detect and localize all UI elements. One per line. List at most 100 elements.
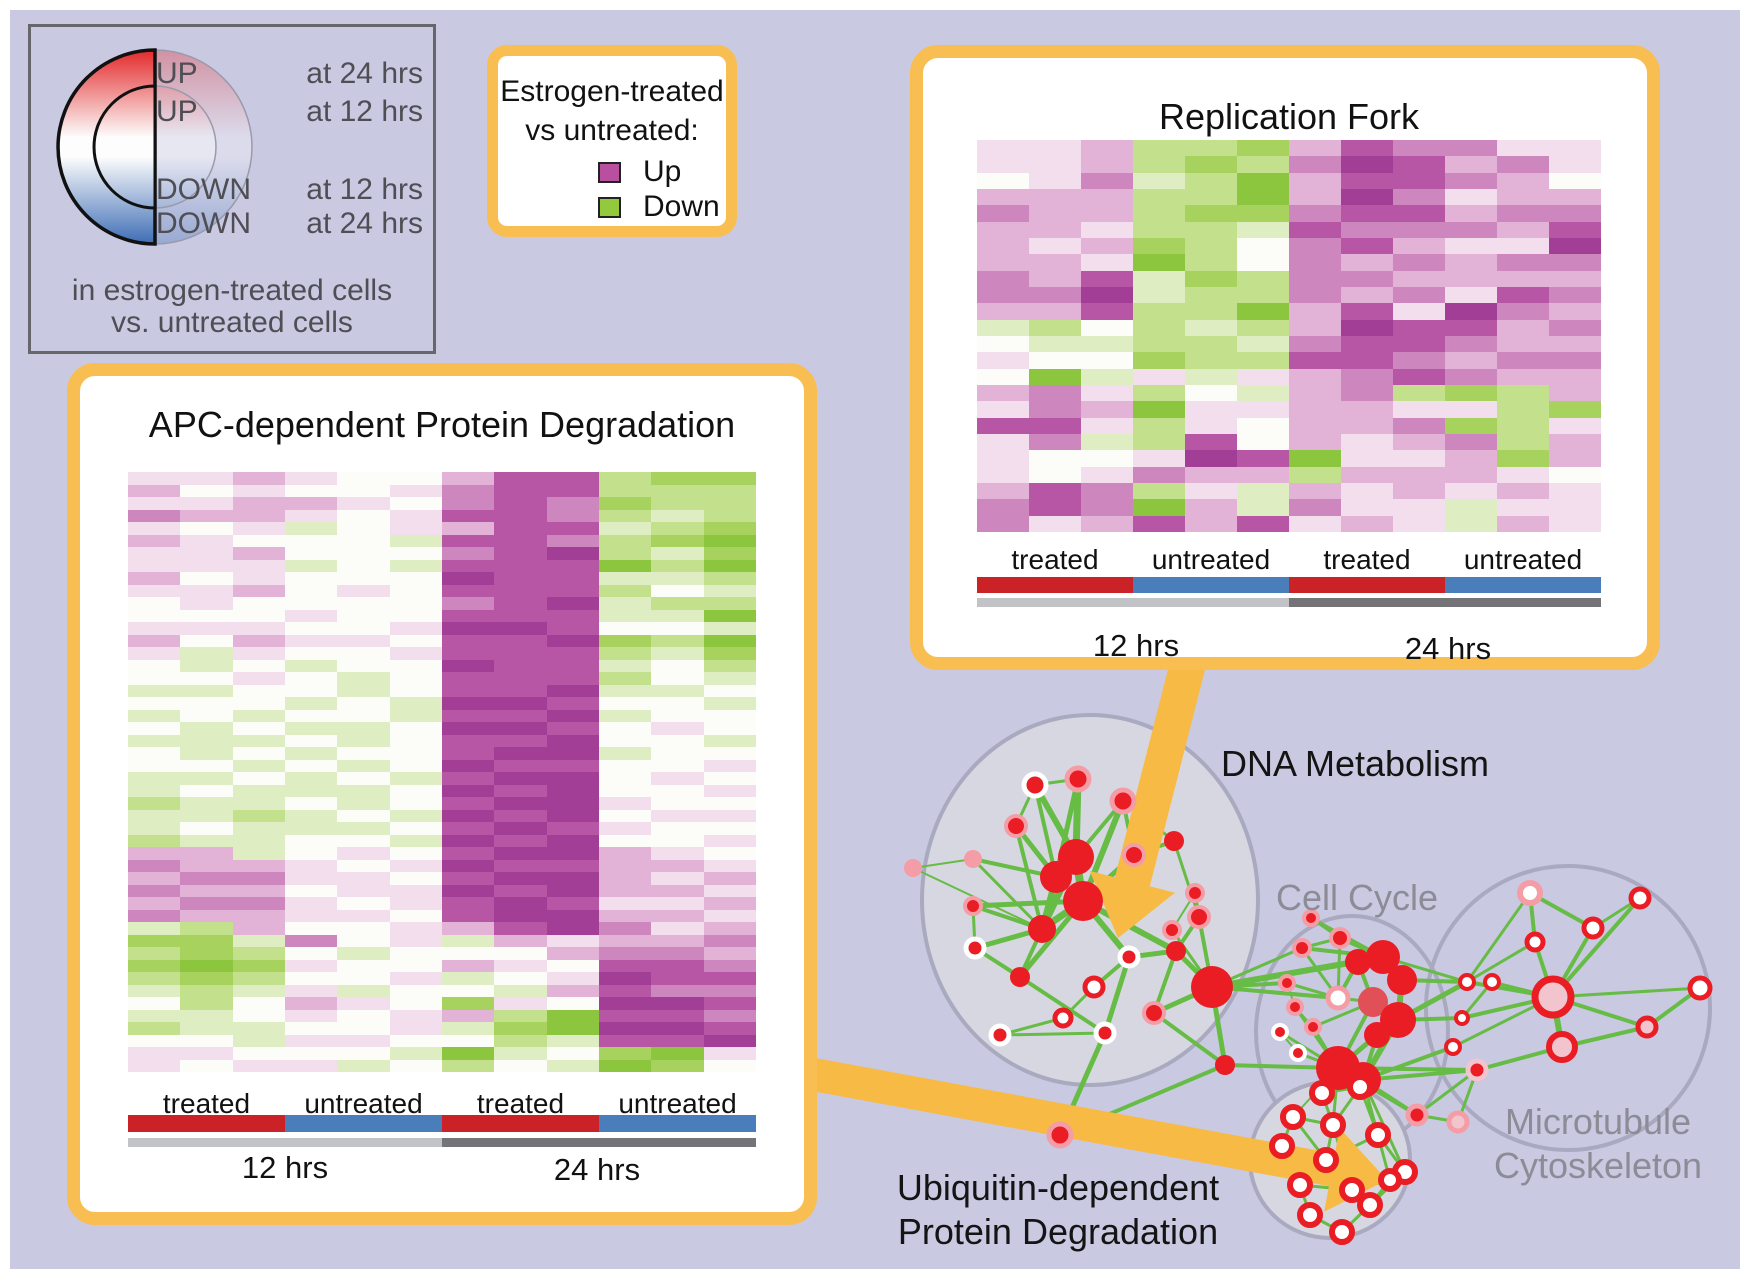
network-node — [1271, 1023, 1289, 1041]
heatmap-cell — [337, 897, 390, 910]
heatmap-cell — [651, 634, 704, 647]
network-node — [1286, 998, 1304, 1016]
heatmap-cell — [232, 597, 285, 610]
heatmap-cell — [180, 984, 233, 997]
heatmap-cell — [232, 772, 285, 785]
heatmap-cell — [389, 872, 442, 885]
heatmap-row — [128, 684, 756, 697]
heatmap-cell — [977, 466, 1029, 483]
heatmap-cell — [703, 647, 756, 660]
heatmap-cell — [1549, 156, 1601, 173]
heatmap-cell — [232, 559, 285, 572]
network-node — [1280, 1104, 1306, 1130]
heatmap-cell — [1185, 335, 1237, 353]
heatmap-cell — [128, 609, 181, 622]
heatmap-cell — [1549, 221, 1601, 238]
heatmap-cell — [598, 772, 652, 785]
ring-diagram — [56, 48, 253, 246]
heatmap-cell — [1341, 237, 1393, 255]
heatmap-cell — [441, 559, 495, 572]
heatmap-cell — [389, 1009, 442, 1022]
heatmap-cell — [546, 509, 599, 522]
heatmap-cell — [546, 872, 599, 885]
heatmap-cell — [651, 497, 704, 510]
heatmap-cell — [703, 872, 756, 885]
heatmap-cell — [441, 934, 495, 947]
heatmap-cell — [651, 909, 704, 922]
heatmap-cell — [546, 672, 599, 685]
heatmap-cell — [1341, 319, 1393, 336]
heatmap-cell — [284, 1009, 338, 1022]
heatmap-cell — [977, 417, 1029, 434]
network-edge — [1152, 1011, 1227, 1067]
heatmap-cell — [1237, 352, 1289, 369]
heatmap-cell — [180, 822, 233, 835]
heatmap-cell — [1549, 352, 1601, 369]
heatmap-cell — [977, 482, 1029, 500]
heatmap-cell — [337, 497, 390, 510]
heatmap-cell — [284, 609, 338, 622]
heatmap-cell — [494, 647, 547, 660]
heatmap-cell — [284, 509, 338, 522]
network-node — [1635, 1015, 1659, 1039]
heatmap-cell — [1237, 172, 1289, 189]
heatmap-cell — [441, 922, 495, 935]
heatmap-cell — [651, 734, 704, 747]
heatmap-cell — [180, 709, 233, 722]
heatmap-cell — [598, 672, 652, 685]
heatmap-cell — [703, 559, 756, 572]
heatmap-cell — [1081, 417, 1133, 434]
heatmap-cell — [1549, 482, 1601, 500]
network-node — [1304, 1018, 1322, 1036]
heatmap-cell — [1081, 172, 1133, 189]
network-edge — [999, 1031, 1106, 1037]
heatmap-row — [977, 303, 1601, 320]
network-node — [1082, 975, 1106, 999]
heatmap-cell — [180, 1022, 233, 1035]
heatmap-cell — [651, 534, 704, 547]
heatmap-cell — [1029, 417, 1081, 434]
network-node — [1320, 1112, 1346, 1138]
heatmap-cell — [1289, 499, 1341, 516]
heatmap-row — [128, 559, 756, 572]
heatmap-cell — [1393, 433, 1445, 451]
heatmap-cell — [284, 672, 338, 685]
replication-heatmap — [977, 140, 1601, 532]
heatmap-cell — [441, 747, 495, 760]
heatmap-cell — [1445, 433, 1497, 451]
heatmap-cell — [441, 759, 495, 772]
heatmap-cell — [1237, 466, 1289, 483]
heatmap-cell — [1029, 270, 1081, 287]
heatmap-cell — [494, 1009, 547, 1022]
heatmap-cell — [1029, 319, 1081, 336]
heatmap-cell — [546, 722, 599, 735]
heatmap-cell — [703, 1047, 756, 1060]
heatmap-cell — [1549, 303, 1601, 320]
heatmap-cell — [1393, 303, 1445, 320]
network-node — [904, 859, 922, 877]
treatment-bar-segment — [128, 1115, 285, 1132]
heatmap-cell — [180, 884, 233, 897]
heatmap-cell — [546, 847, 599, 860]
heatmap-cell — [1133, 368, 1185, 385]
heatmap-cell — [1029, 401, 1081, 418]
heatmap-cell — [1289, 188, 1341, 206]
heatmap-cell — [598, 647, 652, 660]
heatmap-cell — [1497, 450, 1549, 467]
heatmap-cell — [1185, 515, 1237, 532]
heatmap-cell — [1029, 286, 1081, 304]
heatmap-cell — [494, 597, 547, 610]
heatmap-cell — [703, 609, 756, 622]
heatmap-cell — [1029, 466, 1081, 483]
heatmap-cell — [232, 909, 285, 922]
heatmap-cell — [1289, 401, 1341, 418]
heatmap-cell — [1081, 450, 1133, 467]
heatmap-cell — [180, 497, 233, 510]
heatmap-cell — [703, 497, 756, 510]
replication-treatment-bar — [977, 577, 1601, 593]
heatmap-cell — [1133, 352, 1185, 369]
heatmap-cell — [1237, 286, 1289, 304]
heatmap-cell — [703, 934, 756, 947]
heatmap-row — [128, 859, 756, 872]
heatmap-cell — [1133, 172, 1185, 189]
